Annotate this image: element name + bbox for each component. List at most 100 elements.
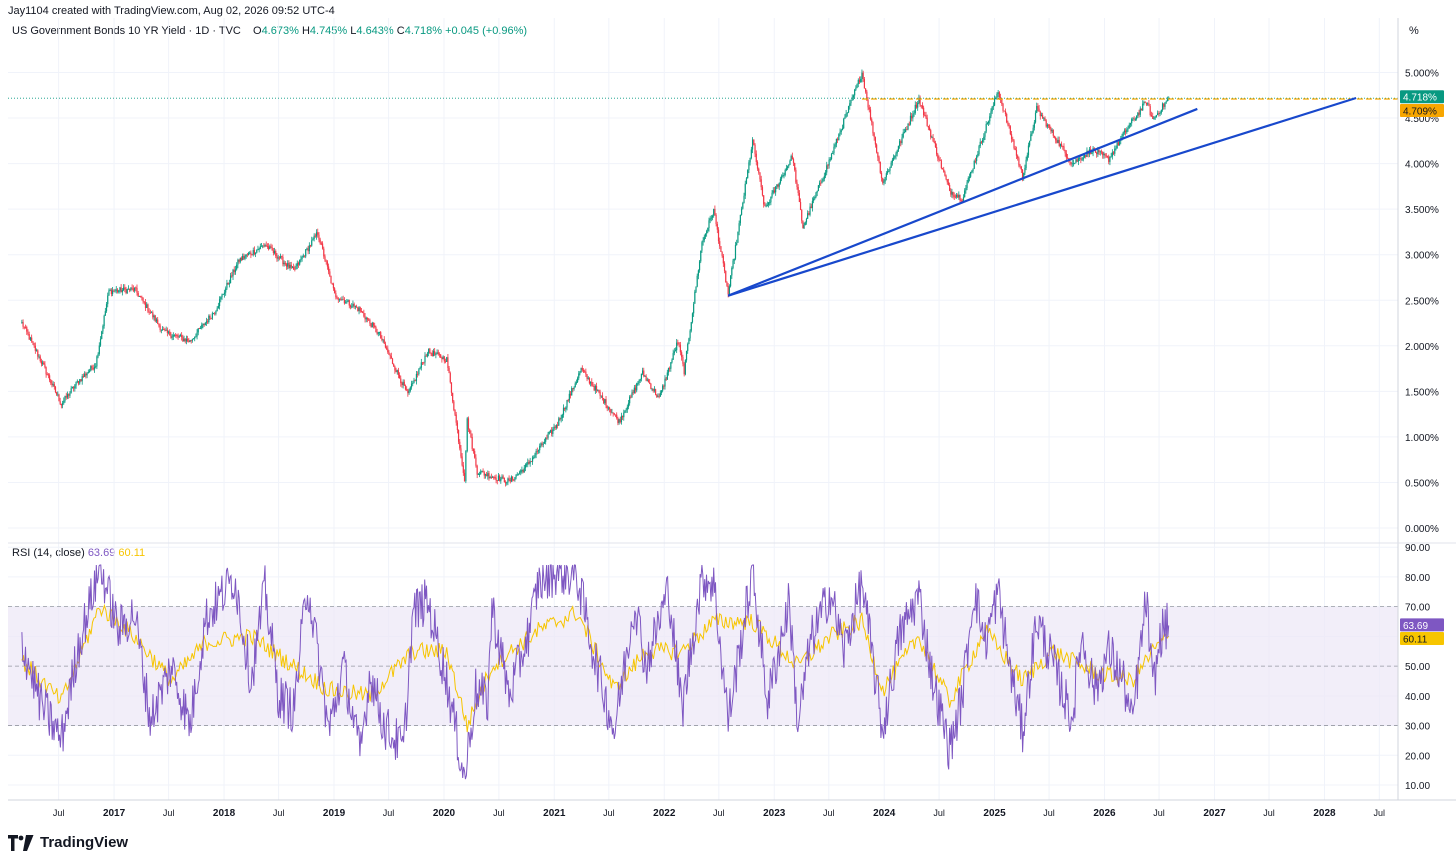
price-axis-unit[interactable]: % bbox=[1409, 25, 1419, 37]
candle-body bbox=[740, 208, 743, 215]
candle-body bbox=[1096, 152, 1098, 155]
candle bbox=[497, 472, 500, 481]
candle-body bbox=[199, 328, 202, 330]
candle-body bbox=[303, 255, 306, 257]
candle-body bbox=[125, 289, 127, 294]
candle-body bbox=[92, 368, 94, 370]
candle-body bbox=[158, 323, 160, 326]
candle bbox=[332, 282, 335, 291]
candle-body bbox=[716, 224, 718, 230]
candle-body bbox=[619, 419, 621, 423]
candle bbox=[1154, 115, 1156, 120]
candle bbox=[618, 418, 620, 425]
candle-body bbox=[188, 340, 190, 342]
candle bbox=[633, 385, 635, 394]
candle-body bbox=[189, 340, 191, 342]
candle-body bbox=[773, 190, 776, 193]
candle-body bbox=[1115, 148, 1117, 150]
candle-body bbox=[767, 202, 770, 205]
candle bbox=[995, 96, 997, 100]
candle bbox=[296, 260, 298, 270]
candle-body bbox=[750, 149, 752, 159]
candle bbox=[655, 388, 657, 396]
candle bbox=[789, 159, 791, 166]
candle bbox=[323, 246, 325, 259]
candle bbox=[456, 420, 458, 434]
candle bbox=[264, 243, 266, 248]
candle-body bbox=[748, 162, 750, 171]
candle bbox=[198, 327, 201, 330]
candle-body bbox=[506, 482, 508, 484]
candle bbox=[674, 347, 677, 352]
candle bbox=[1075, 157, 1077, 164]
candle-body bbox=[805, 218, 808, 223]
candle bbox=[136, 284, 138, 296]
candle-body bbox=[804, 222, 806, 226]
candle-body bbox=[33, 342, 35, 346]
candle-body bbox=[614, 414, 617, 416]
candle-body bbox=[656, 394, 658, 398]
candle-body bbox=[1050, 128, 1052, 132]
candle-body bbox=[260, 245, 263, 247]
time-tick-label: 2027 bbox=[1203, 808, 1226, 819]
candle bbox=[520, 469, 522, 476]
candle bbox=[592, 382, 594, 387]
candle bbox=[380, 330, 382, 339]
candle-body bbox=[594, 386, 596, 391]
candle-body bbox=[1074, 162, 1076, 164]
candle-body bbox=[59, 401, 61, 404]
candle-body bbox=[695, 286, 697, 292]
candle-body bbox=[345, 302, 347, 304]
candle bbox=[573, 386, 575, 391]
candle-body bbox=[447, 357, 449, 368]
candle bbox=[594, 384, 596, 394]
candle-body bbox=[760, 179, 762, 188]
candle bbox=[281, 255, 283, 260]
candle-body bbox=[165, 329, 167, 331]
candle-body bbox=[300, 258, 302, 260]
candle-body bbox=[1147, 103, 1149, 105]
candle bbox=[788, 164, 790, 169]
candle bbox=[64, 395, 66, 403]
tradingview-logo[interactable]: TradingView bbox=[8, 834, 128, 851]
candle bbox=[590, 381, 592, 387]
candle-body bbox=[701, 242, 703, 251]
candle bbox=[148, 308, 150, 315]
candle-body bbox=[764, 204, 766, 207]
candle-body bbox=[985, 124, 987, 132]
candle bbox=[966, 180, 968, 191]
candle-body bbox=[702, 240, 704, 243]
time-tick-label: 2021 bbox=[543, 808, 566, 819]
candle-body bbox=[1120, 138, 1122, 141]
candle-body bbox=[357, 307, 359, 312]
candle bbox=[233, 266, 235, 275]
candle-body bbox=[911, 115, 913, 119]
time-tick-label: Jul bbox=[1043, 808, 1055, 818]
candle bbox=[620, 412, 623, 425]
candle bbox=[1134, 117, 1136, 122]
candle-body bbox=[86, 373, 88, 376]
candle-body bbox=[429, 348, 431, 353]
candle bbox=[540, 442, 542, 448]
candle bbox=[962, 194, 965, 203]
candle bbox=[667, 367, 670, 376]
candle bbox=[623, 409, 625, 421]
candle bbox=[907, 122, 909, 131]
candle-body bbox=[1087, 150, 1089, 155]
candle bbox=[944, 170, 946, 177]
candle-body bbox=[490, 477, 492, 478]
candle-body bbox=[980, 141, 983, 143]
candle-body bbox=[880, 172, 883, 179]
candle bbox=[170, 332, 172, 339]
candle bbox=[315, 229, 318, 240]
candle bbox=[190, 339, 192, 344]
axes-layer: 0.000%0.500%1.000%1.500%2.000%2.500%3.00… bbox=[8, 18, 1456, 819]
rsi-tick-label: 10.00 bbox=[1405, 781, 1430, 792]
candle-body bbox=[954, 196, 956, 198]
candle-body bbox=[1080, 157, 1082, 160]
candle bbox=[240, 256, 243, 262]
candle bbox=[438, 352, 441, 358]
candle-body bbox=[34, 345, 36, 351]
candle bbox=[453, 400, 455, 412]
